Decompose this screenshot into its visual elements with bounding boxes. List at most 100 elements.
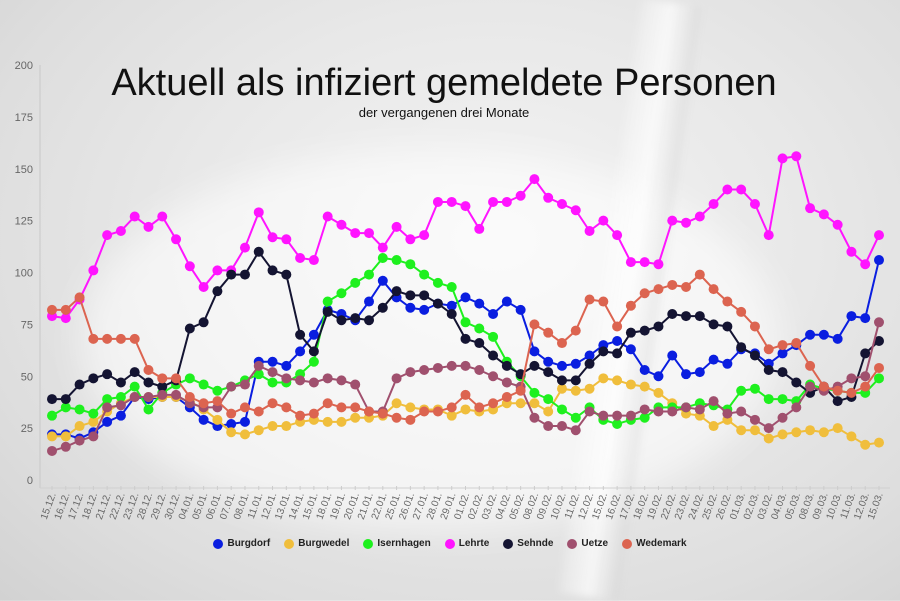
data-point-burgdorf xyxy=(488,309,499,319)
data-point-uetze xyxy=(419,365,430,376)
data-point-burgwedel xyxy=(391,398,402,409)
data-point-isernhagen xyxy=(184,373,195,384)
data-point-burgdorf xyxy=(639,365,650,376)
data-point-wedemark xyxy=(115,333,126,344)
data-point-sehnde xyxy=(47,394,57,405)
data-point-uetze xyxy=(295,375,306,386)
data-point-lehrte xyxy=(543,192,554,203)
data-point-sehnde xyxy=(281,269,292,280)
data-point-wedemark xyxy=(474,402,485,413)
legend-item-burgwedel[interactable]: Burgwedel xyxy=(284,538,349,549)
data-point-burgwedel xyxy=(612,375,623,386)
data-point-isernhagen xyxy=(749,383,760,394)
data-point-wedemark xyxy=(419,406,430,417)
data-point-uetze xyxy=(708,396,719,407)
data-point-burgwedel xyxy=(818,427,829,438)
legend-marker-icon xyxy=(213,538,224,549)
data-point-uetze xyxy=(47,445,57,456)
data-point-burgwedel xyxy=(832,423,843,434)
chart-subtitle: der vergangenen drei Monate xyxy=(358,105,530,120)
data-point-lehrte xyxy=(295,252,306,263)
data-point-wedemark xyxy=(708,284,719,295)
data-point-isernhagen xyxy=(267,377,278,388)
data-point-isernhagen xyxy=(460,317,471,328)
data-point-burgdorf xyxy=(198,414,209,425)
data-point-burgwedel xyxy=(281,421,292,432)
data-point-uetze xyxy=(667,406,678,417)
data-point-wedemark xyxy=(722,296,733,307)
data-point-sehnde xyxy=(419,290,430,301)
legend-marker-icon xyxy=(363,538,374,549)
chart-title: Aktuell als infiziert gemeldete Personen xyxy=(111,62,777,104)
data-point-sehnde xyxy=(129,367,140,378)
data-point-wedemark xyxy=(874,362,884,373)
data-point-sehnde xyxy=(612,348,623,359)
data-point-lehrte xyxy=(639,257,650,268)
data-point-sehnde xyxy=(667,309,678,319)
data-point-lehrte xyxy=(198,282,209,293)
data-point-uetze xyxy=(239,379,250,390)
data-point-uetze xyxy=(350,379,361,390)
data-point-burgdorf xyxy=(267,356,278,367)
legend-label: Wedemark xyxy=(636,538,687,549)
data-point-wedemark xyxy=(308,408,319,419)
data-point-burgdorf xyxy=(501,296,512,307)
data-point-sehnde xyxy=(102,369,113,380)
data-point-isernhagen xyxy=(47,410,57,421)
data-point-burgdorf xyxy=(529,346,540,357)
legend-item-uetze[interactable]: Uetze xyxy=(567,538,608,549)
data-point-uetze xyxy=(143,392,154,402)
legend-marker-icon xyxy=(622,538,633,549)
data-point-wedemark xyxy=(129,333,140,344)
data-point-burgwedel xyxy=(777,429,788,440)
data-point-uetze xyxy=(322,373,333,384)
data-point-lehrte xyxy=(681,217,692,228)
data-point-burgdorf xyxy=(364,296,375,307)
legend-item-lehrte[interactable]: Lehrte xyxy=(444,538,490,549)
data-point-wedemark xyxy=(184,392,195,402)
legend-label: Lehrte xyxy=(458,538,490,549)
data-point-sehnde xyxy=(543,367,554,378)
data-point-burgwedel xyxy=(239,429,250,440)
data-point-sehnde xyxy=(460,333,471,344)
legend-item-wedemark[interactable]: Wedemark xyxy=(622,538,687,549)
data-point-lehrte xyxy=(115,226,126,236)
data-point-burgwedel xyxy=(350,412,361,423)
data-point-wedemark xyxy=(543,327,554,338)
data-point-wedemark xyxy=(350,402,361,413)
data-point-sehnde xyxy=(749,350,760,361)
data-point-wedemark xyxy=(584,294,595,305)
data-point-burgwedel xyxy=(625,379,636,390)
data-point-sehnde xyxy=(570,375,581,386)
data-point-sehnde xyxy=(639,325,650,336)
data-point-burgdorf xyxy=(239,416,250,427)
legend-item-sehnde[interactable]: Sehnde xyxy=(503,538,553,549)
data-point-isernhagen xyxy=(446,282,457,293)
data-point-lehrte xyxy=(598,215,609,226)
data-point-wedemark xyxy=(253,406,264,417)
legend-item-burgdorf[interactable]: Burgdorf xyxy=(213,538,270,549)
data-point-lehrte xyxy=(667,215,678,226)
data-point-lehrte xyxy=(253,207,264,218)
data-point-lehrte xyxy=(129,211,140,222)
data-point-lehrte xyxy=(625,257,636,268)
legend-label: Burgwedel xyxy=(298,538,350,549)
data-point-uetze xyxy=(488,371,499,382)
data-point-burgdorf xyxy=(515,304,526,315)
data-point-wedemark xyxy=(749,321,760,332)
data-point-burgdorf xyxy=(474,298,485,309)
y-tick-label: 50 xyxy=(21,371,33,383)
legend-item-isernhagen[interactable]: Isernhagen xyxy=(363,538,431,549)
data-point-lehrte xyxy=(584,226,595,236)
data-point-burgwedel xyxy=(226,427,237,438)
data-point-lehrte xyxy=(832,219,843,230)
data-point-burgdorf xyxy=(818,329,829,340)
data-point-isernhagen xyxy=(129,381,140,392)
data-point-uetze xyxy=(694,404,705,415)
data-point-isernhagen xyxy=(198,379,209,390)
data-point-lehrte xyxy=(791,151,802,162)
y-tick-label: 100 xyxy=(15,268,33,280)
data-point-uetze xyxy=(874,317,884,328)
data-point-uetze xyxy=(529,412,540,423)
data-point-lehrte xyxy=(281,234,292,245)
